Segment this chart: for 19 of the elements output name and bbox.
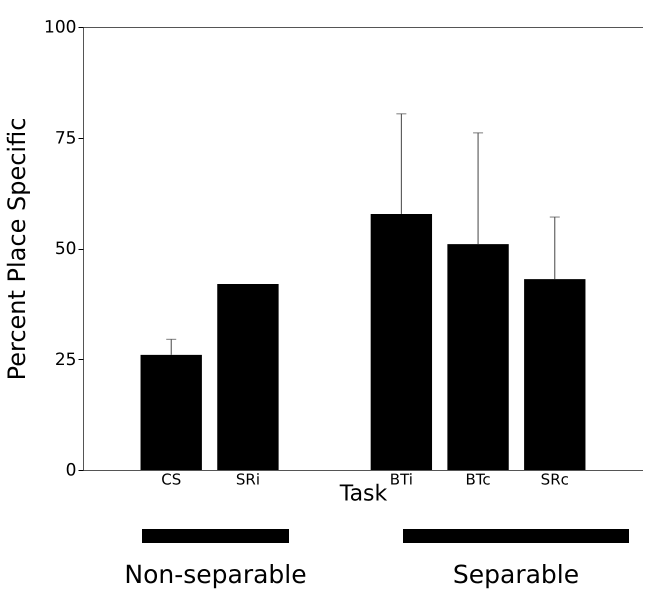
x-tick-label: BTc — [465, 470, 491, 488]
y-tick-label: 75 — [54, 128, 76, 148]
bar — [447, 244, 509, 470]
y-tick-label: 0 — [66, 460, 76, 480]
bar — [524, 279, 586, 470]
y-tick-label: 100 — [44, 18, 76, 38]
text: Separable — [452, 560, 580, 589]
text: Non-separable — [124, 560, 307, 589]
x-axis-title: Task — [338, 482, 388, 506]
bar — [370, 214, 432, 470]
y-tick-label: 25 — [54, 350, 76, 370]
bar — [217, 284, 279, 470]
x-tick-label: BTi — [390, 470, 413, 488]
y-tick-label: 50 — [54, 239, 76, 259]
y-axis-title: Percent Place Specific — [3, 118, 32, 380]
x-tick-label: SRi — [236, 470, 260, 488]
x-tick-label: SRc — [540, 470, 569, 488]
bar — [140, 354, 202, 470]
x-tick-label: CS — [161, 470, 182, 488]
